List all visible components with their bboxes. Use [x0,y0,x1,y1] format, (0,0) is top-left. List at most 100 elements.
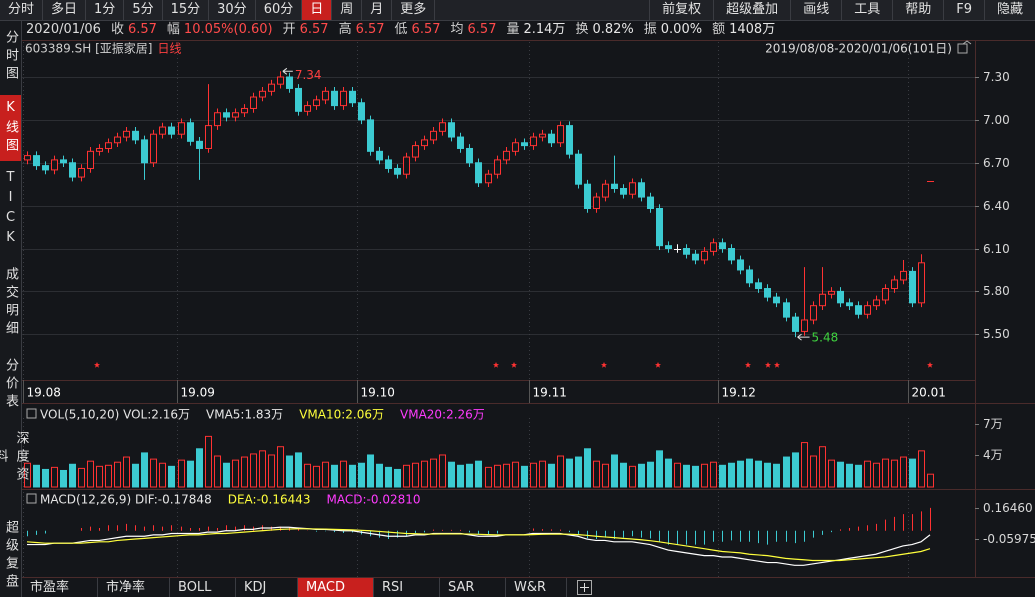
toolbar-button[interactable]: 工具 [841,0,892,20]
sidebar-tab[interactable]: TICK [3,170,18,250]
volume-bar [855,464,862,488]
volume-bar [521,465,528,488]
volume-bar [773,463,780,488]
candle-body [358,102,365,121]
settings-icon[interactable] [957,43,968,54]
candle-body [150,133,157,164]
volume-bar [692,465,699,488]
add-tab-plus[interactable] [580,583,589,592]
up-icon[interactable] [962,40,972,45]
toolbar-button[interactable]: 多日 [43,0,87,20]
volume-bar [512,461,519,488]
candle-body [69,162,76,178]
candle-body [60,159,67,164]
candle-body [51,159,58,171]
volume-bar [367,454,374,488]
toolbar-button[interactable]: 超级叠加 [713,0,790,20]
y-tick-label: 0.16460 [983,501,1033,515]
candle-body [304,105,311,112]
indicator-tab[interactable]: 市净率 [98,578,170,597]
signal-star [493,362,499,368]
volume-bar [819,446,826,488]
toolbar-button[interactable]: 画线 [790,0,841,20]
candle-body [475,162,482,184]
sidebar-tab[interactable]: 分价表 [3,358,18,412]
volume-bar [457,464,464,488]
toolbar-button[interactable]: 15分 [163,0,210,20]
indicator-tab[interactable]: SAR [440,578,506,597]
sidebar-tab[interactable]: 分时图 [3,30,18,84]
info-value: 0.00% [660,22,703,37]
volume-bar [755,460,762,488]
volume-bar [439,454,446,488]
panel-icon[interactable] [26,493,37,504]
info-label: 收 [110,22,124,37]
toolbar-button[interactable]: 60分 [256,0,303,20]
candle-body [430,130,437,141]
signal-star [774,362,780,368]
volume-bar [846,463,853,488]
candle-body [403,156,410,175]
sidebar-tab[interactable]: 成交明细 [3,267,18,339]
candle-body [620,187,627,195]
toolbar-button[interactable]: 更多 [392,0,436,20]
volume-bar [602,463,609,488]
add-tab-box[interactable] [577,580,592,595]
signal-star [745,362,751,368]
volume-bar [331,464,338,488]
volume-bar [69,463,76,488]
signal-star [511,362,517,368]
volume-bar [33,464,40,488]
volume-bar [277,446,284,488]
toolbar-button[interactable]: 日 [302,0,333,20]
candle-body [33,155,40,167]
y-tick-label: 7万 [983,417,1003,431]
add-tab[interactable] [577,580,592,595]
sidebar-tab[interactable]: 超级复盘 [3,519,18,592]
toolbar-button[interactable]: F9 [943,0,984,20]
indicator-tab[interactable]: BOLL [170,578,236,597]
sidebar-tab[interactable]: K线图 [0,95,21,161]
volume-bar [141,452,148,488]
toolbar-button[interactable]: 30分 [209,0,256,20]
toolbar-button[interactable]: 隐藏 [983,0,1035,20]
volume-bar [42,468,49,488]
volume-bar [313,465,320,488]
candle-body [439,122,446,132]
y-tick-label: 6.70 [983,156,1010,170]
candle-body [87,150,94,169]
panel-icon[interactable] [26,408,37,419]
candle-body [828,290,835,295]
toolbar-button[interactable]: 月 [362,0,393,20]
indicator-tab[interactable]: W&R [506,578,567,597]
candle-body [78,167,85,178]
signal-star [655,362,661,368]
volume-bar [430,458,437,488]
info-label: 振 [643,22,657,37]
x-tick-label: 19.09 [181,386,215,400]
info-label: 均 [450,22,464,37]
candle-body [205,125,212,149]
indicator-tab[interactable]: RSI [374,578,440,597]
toolbar-button[interactable]: 分时 [0,0,44,20]
y-tick-label: 7.30 [983,70,1010,84]
volume-bar [340,460,347,488]
indicator-tab[interactable]: KDJ [236,578,298,597]
toolbar-button[interactable]: 5分 [124,0,163,20]
toolbar-button[interactable]: 1分 [86,0,125,20]
toolbar-button[interactable]: 前复权 [649,0,713,20]
volume-bar [873,462,880,488]
y-tick-label: 7.00 [983,113,1010,127]
info-label: 额 [712,22,726,37]
toolbar-button[interactable]: 帮助 [892,0,943,20]
indicator-tab[interactable]: 市盈率 [22,578,98,597]
volume-bar [385,466,392,488]
candle-body [710,242,717,252]
y-tick-label: 4万 [983,448,1003,462]
sidebar-tab[interactable]: 深度资料 [0,431,29,485]
range-label: 2019/08/08-2020/01/06(101日) [765,42,952,56]
candle-body [394,167,401,175]
toolbar-button[interactable]: 周 [332,0,363,20]
indicator-tab[interactable]: MACD [298,578,374,597]
volume-bar [376,463,383,488]
